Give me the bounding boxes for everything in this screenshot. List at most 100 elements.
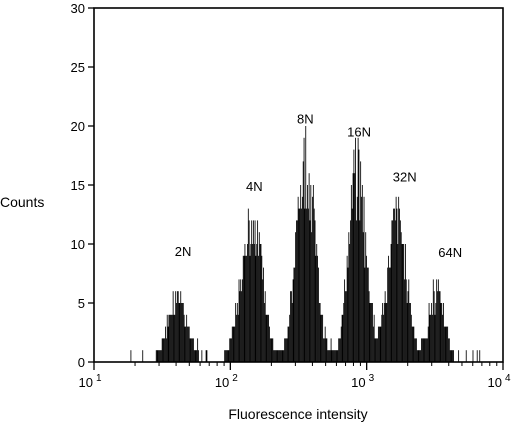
histogram-bar — [422, 338, 424, 362]
histogram-bar — [263, 267, 264, 362]
histogram-bar — [285, 338, 286, 362]
x-tick-base: 10 — [487, 375, 501, 390]
histogram-bar — [333, 350, 335, 362]
histogram-bar — [389, 267, 391, 362]
histogram-bar — [260, 244, 262, 362]
histogram-bar — [298, 208, 300, 362]
histogram-bar — [171, 314, 173, 362]
histogram-bar — [355, 137, 357, 362]
histogram-bar — [187, 326, 188, 362]
histogram-bar — [230, 338, 231, 362]
histogram-bar — [301, 196, 303, 362]
histogram-bar — [235, 303, 237, 362]
x-tick-base: 10 — [351, 375, 365, 390]
histogram-bar — [360, 161, 362, 362]
histogram-bar — [263, 303, 265, 362]
histogram-bar — [258, 255, 259, 362]
histogram-bar — [465, 350, 467, 362]
histogram-bar — [308, 173, 310, 362]
histogram-bar — [435, 303, 437, 362]
histogram-bar — [227, 350, 229, 362]
histogram-bar — [176, 291, 178, 362]
histogram-bar — [314, 220, 316, 362]
histogram-bar — [374, 338, 376, 362]
histogram-bar — [164, 338, 166, 362]
histogram-bar — [254, 220, 256, 362]
histogram-bar — [412, 326, 414, 362]
x-tick-label: 10 3 — [351, 373, 374, 390]
histogram-bar — [242, 255, 244, 362]
histogram-bar — [166, 314, 168, 362]
histogram-bar — [346, 255, 348, 362]
histogram-bar — [259, 244, 261, 362]
histogram-bar — [261, 255, 263, 362]
histogram-bar — [307, 185, 308, 362]
histogram-bar — [447, 326, 449, 362]
histogram-bar — [421, 338, 423, 362]
histogram-bar — [372, 303, 373, 362]
histogram-bar — [160, 350, 161, 362]
y-tick-label: 25 — [71, 60, 85, 75]
histogram-bar — [320, 314, 322, 362]
histogram-bar — [315, 255, 317, 362]
y-axis-title: Counts — [0, 194, 44, 210]
histogram-bar — [347, 267, 349, 362]
histogram-bar — [426, 338, 428, 362]
histogram-bar — [404, 279, 405, 362]
histogram-bar — [398, 196, 400, 362]
histogram-bar — [432, 314, 433, 362]
histogram-bar — [411, 326, 413, 362]
histogram-bar — [316, 244, 318, 362]
histogram-bar — [252, 244, 253, 362]
histogram-bar — [155, 350, 157, 362]
histogram-bar — [177, 291, 179, 362]
histogram-bars — [130, 126, 481, 362]
histogram-bar — [324, 326, 326, 362]
histogram-bar — [351, 208, 353, 362]
histogram-bar — [225, 350, 227, 362]
histogram-bar — [382, 303, 384, 362]
histogram-bar — [403, 244, 405, 362]
histogram-bar — [312, 185, 314, 362]
histogram-bar — [185, 326, 187, 362]
histogram-bar — [244, 244, 246, 362]
histogram-bar — [359, 220, 361, 362]
histogram-bar — [228, 350, 230, 362]
x-axis: 10 1 10 2 10 3 10 4 — [78, 362, 511, 390]
histogram-bar — [479, 350, 481, 362]
histogram-bar — [451, 350, 453, 362]
histogram-bar — [436, 279, 438, 362]
histogram-bar — [405, 279, 407, 362]
histogram-bar — [352, 173, 354, 362]
histogram-bar — [317, 255, 318, 362]
histogram-bar — [350, 185, 352, 362]
histogram-bar — [356, 220, 357, 362]
histogram-bar — [413, 326, 415, 362]
histogram-bar — [365, 232, 367, 362]
histogram-bar — [420, 350, 422, 362]
histogram-bar — [427, 326, 429, 362]
histogram-bar — [338, 338, 340, 362]
histogram-bar — [226, 350, 228, 362]
x-tick-exponent: 1 — [96, 373, 102, 384]
histogram-bar — [379, 326, 381, 362]
histogram-bar — [251, 220, 253, 362]
y-tick-label: 30 — [71, 1, 85, 16]
histogram-bar — [377, 326, 379, 362]
histogram-bar — [445, 326, 447, 362]
histogram-bar — [247, 208, 249, 362]
histogram-bar — [384, 291, 386, 362]
histogram-bar — [357, 137, 359, 362]
histogram-bar — [276, 350, 278, 362]
y-tick-label: 15 — [71, 178, 85, 193]
histogram-bar — [196, 350, 198, 362]
histogram-bar — [231, 326, 233, 362]
y-tick-label: 10 — [71, 237, 85, 252]
x-tick-label: 10 1 — [78, 373, 101, 390]
histogram-bar — [192, 338, 194, 362]
peak-annotations: 2N 4N 8N 16N 32N 64N — [175, 112, 462, 260]
histogram-bar — [366, 267, 368, 362]
histogram-bar — [428, 303, 430, 362]
histogram-bar — [386, 303, 388, 362]
histogram-bar — [288, 326, 290, 362]
